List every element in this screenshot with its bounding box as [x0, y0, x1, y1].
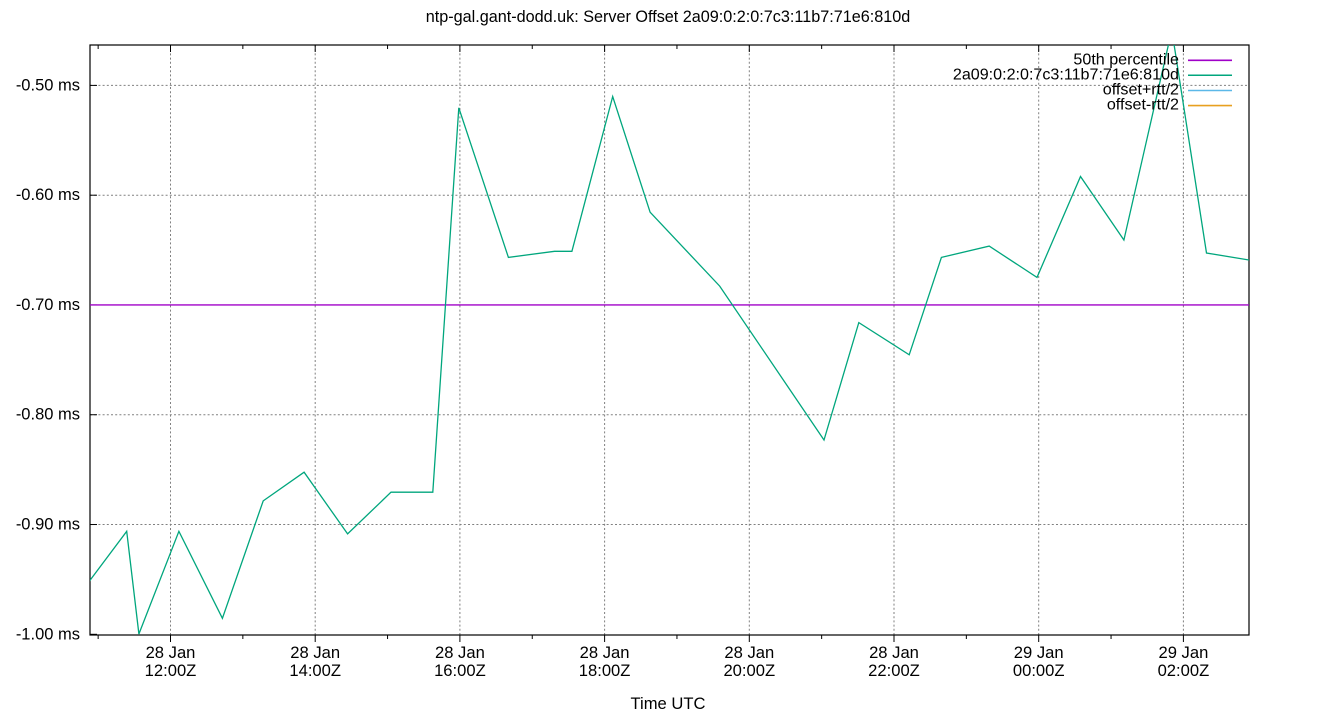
svg-text:29 Jan: 29 Jan [1158, 643, 1208, 662]
svg-text:28 Jan: 28 Jan [869, 643, 919, 662]
svg-text:18:00Z: 18:00Z [579, 661, 631, 680]
svg-text:offset-rtt/2: offset-rtt/2 [1107, 96, 1179, 114]
svg-text:ntp-gal.gant-dodd.uk: Server O: ntp-gal.gant-dodd.uk: Server Offset 2a09… [426, 8, 910, 26]
svg-text:28 Jan: 28 Jan [290, 643, 340, 662]
svg-text:-0.90 ms: -0.90 ms [16, 516, 80, 534]
svg-text:20:00Z: 20:00Z [723, 661, 775, 680]
svg-text:-0.70 ms: -0.70 ms [16, 296, 80, 314]
svg-text:12:00Z: 12:00Z [145, 661, 197, 680]
svg-text:22:00Z: 22:00Z [868, 661, 920, 680]
svg-text:28 Jan: 28 Jan [146, 643, 196, 662]
svg-text:28 Jan: 28 Jan [724, 643, 774, 662]
svg-text:29 Jan: 29 Jan [1014, 643, 1064, 662]
svg-text:-0.50 ms: -0.50 ms [16, 76, 80, 94]
svg-text:-0.60 ms: -0.60 ms [16, 186, 80, 204]
svg-text:-0.80 ms: -0.80 ms [16, 406, 80, 424]
svg-text:Time UTC: Time UTC [631, 694, 706, 713]
svg-text:02:00Z: 02:00Z [1158, 661, 1210, 680]
svg-text:-1.00 ms: -1.00 ms [16, 625, 80, 643]
svg-text:28 Jan: 28 Jan [435, 643, 485, 662]
svg-text:28 Jan: 28 Jan [580, 643, 630, 662]
svg-text:16:00Z: 16:00Z [434, 661, 486, 680]
svg-text:00:00Z: 00:00Z [1013, 661, 1065, 680]
svg-text:14:00Z: 14:00Z [289, 661, 341, 680]
